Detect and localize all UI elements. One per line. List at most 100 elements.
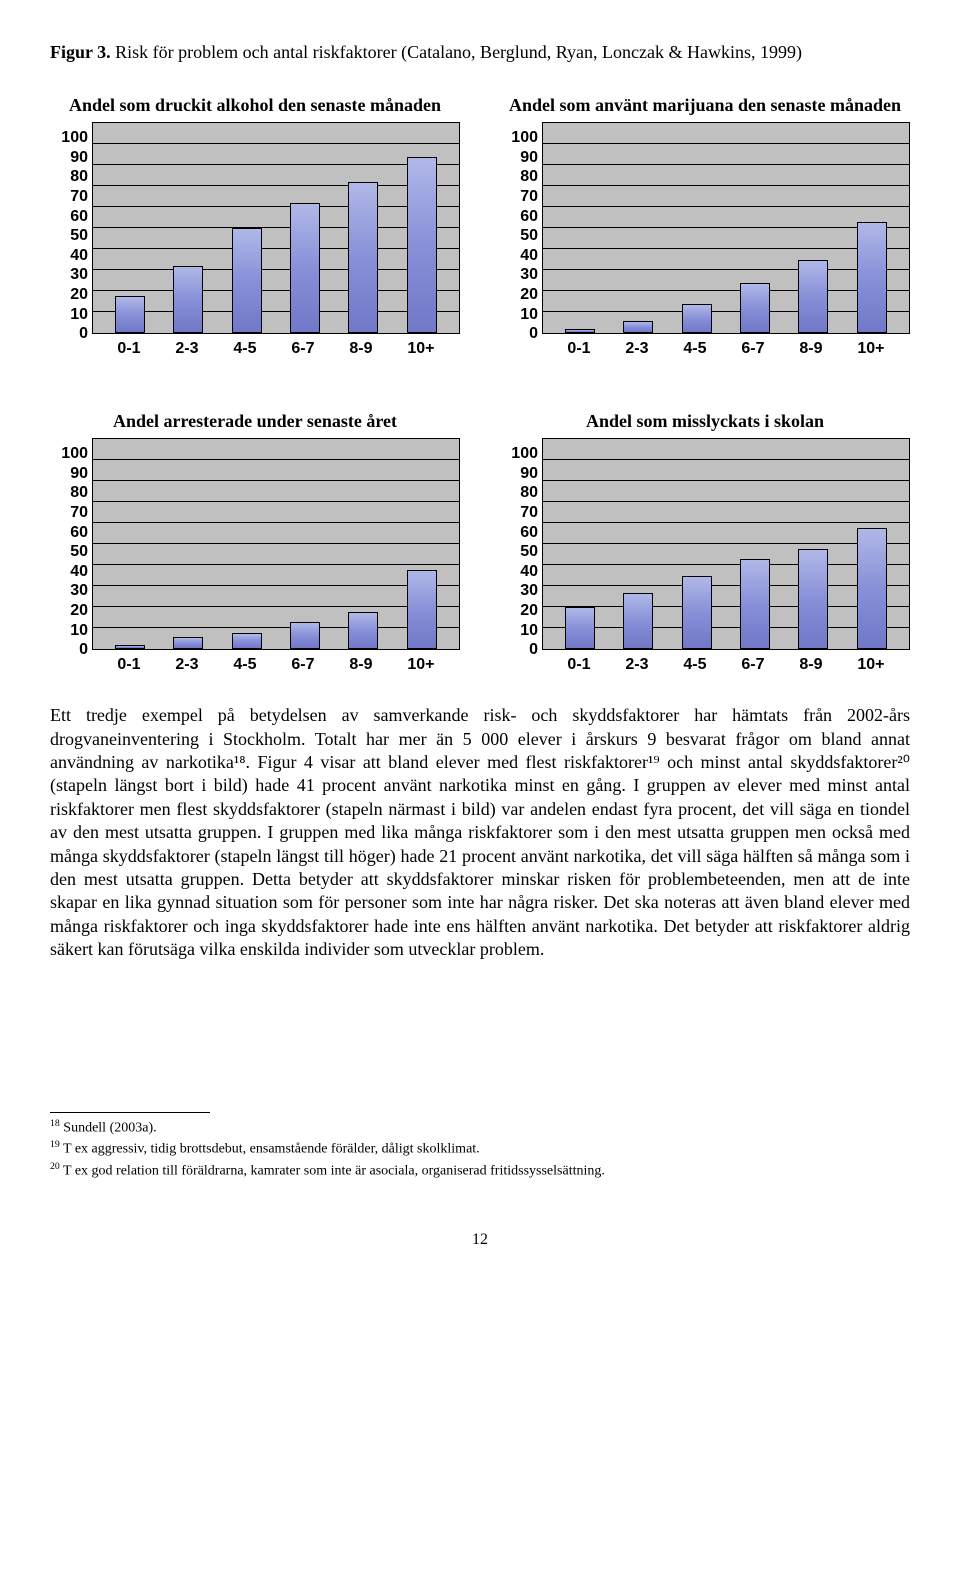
charts-grid: Andel som druckit alkohol den senaste må… [50, 72, 910, 674]
bar [290, 203, 320, 333]
bar [348, 182, 378, 333]
x-tick-label: 6-7 [291, 656, 314, 674]
bar [623, 321, 653, 334]
y-tick-label: 30 [520, 583, 538, 599]
bar [623, 593, 653, 650]
bar [798, 549, 828, 650]
x-tick-label: 4-5 [683, 656, 706, 674]
bar [798, 260, 828, 334]
footnote-rule [50, 1112, 210, 1113]
x-tick-label: 0-1 [567, 656, 590, 674]
x-tick-label: 4-5 [233, 340, 256, 358]
bar [290, 622, 320, 649]
y-tick-label: 0 [79, 326, 88, 342]
y-tick-label: 70 [520, 505, 538, 521]
x-tick-label: 10+ [857, 340, 884, 358]
x-tick-label: 2-3 [175, 340, 198, 358]
x-tick-label: 8-9 [799, 656, 822, 674]
bar [740, 559, 770, 649]
y-tick-label: 10 [70, 623, 88, 639]
x-tick-label: 10+ [407, 340, 434, 358]
page-number: 12 [50, 1231, 910, 1249]
chart-wrap: 1009080706050403020100 [500, 122, 910, 334]
y-tick-label: 40 [520, 248, 538, 264]
footnote-text: Sundell (2003a). [60, 1120, 157, 1135]
x-axis: 0-12-34-56-78-910+ [542, 650, 910, 674]
y-tick-label: 20 [70, 603, 88, 619]
y-tick-label: 30 [70, 267, 88, 283]
y-tick-label: 80 [70, 169, 88, 185]
footnote-number: 20 [50, 1161, 60, 1172]
x-tick-label: 4-5 [683, 340, 706, 358]
footnote: 18 Sundell (2003a). [50, 1117, 910, 1139]
figure-caption: Figur 3. Risk för problem och antal risk… [50, 40, 910, 64]
y-axis: 1009080706050403020100 [50, 122, 92, 334]
x-tick-label: 10+ [407, 656, 434, 674]
y-tick-label: 60 [520, 209, 538, 225]
y-tick-label: 80 [520, 485, 538, 501]
x-tick-label: 0-1 [117, 656, 140, 674]
x-tick-label: 0-1 [567, 340, 590, 358]
x-tick-label: 8-9 [349, 340, 372, 358]
bar [565, 329, 595, 333]
bar [857, 222, 887, 333]
y-tick-label: 30 [70, 583, 88, 599]
y-tick-label: 60 [70, 525, 88, 541]
footnote-text: T ex aggressiv, tidig brottsdebut, ensam… [60, 1142, 480, 1157]
body-text: Ett tredje exempel på betydelsen av samv… [50, 704, 910, 961]
x-axis: 0-1 2-3 4-5 6-7 8-9 10+ [92, 334, 460, 358]
footnote: 19 T ex aggressiv, tidig brottsdebut, en… [50, 1138, 910, 1160]
y-tick-label: 20 [520, 287, 538, 303]
y-tick-label: 20 [520, 603, 538, 619]
footnote-number: 18 [50, 1118, 60, 1129]
bar [857, 528, 887, 650]
bar [682, 576, 712, 650]
y-tick-label: 60 [520, 525, 538, 541]
y-tick-label: 100 [511, 130, 538, 146]
bar [682, 304, 712, 333]
x-tick-label: 0-1 [117, 340, 140, 358]
chart-wrap: 1009080706050403020100 [50, 122, 460, 334]
y-axis: 1009080706050403020100 [500, 438, 542, 650]
bar [407, 570, 437, 650]
footnotes: 18 Sundell (2003a).19 T ex aggressiv, ti… [50, 1117, 910, 1182]
x-tick-label: 6-7 [291, 340, 314, 358]
y-axis: 1009080706050403020100 [500, 122, 542, 334]
bars-container [93, 123, 459, 333]
x-tick-label: 8-9 [349, 656, 372, 674]
x-axis: 0-12-34-56-78-910+ [542, 334, 910, 358]
y-tick-label: 50 [520, 544, 538, 560]
bars-container [93, 439, 459, 649]
x-tick-label: 4-5 [233, 656, 256, 674]
y-tick-label: 40 [520, 564, 538, 580]
bars-container [543, 439, 909, 649]
chart-title: Andel arresterade under senaste året [50, 388, 460, 432]
bar [115, 296, 145, 334]
x-tick-label: 2-3 [175, 656, 198, 674]
y-tick-label: 20 [70, 287, 88, 303]
y-tick-label: 100 [61, 446, 88, 462]
y-tick-label: 10 [520, 623, 538, 639]
plot-area [542, 438, 910, 650]
y-tick-label: 60 [70, 209, 88, 225]
plot-area [542, 122, 910, 334]
y-tick-label: 40 [70, 564, 88, 580]
bar [232, 633, 262, 650]
y-tick-label: 100 [61, 130, 88, 146]
bar [407, 157, 437, 333]
x-tick-label: 8-9 [799, 340, 822, 358]
chart-wrap: 1009080706050403020100 [50, 438, 460, 650]
y-tick-label: 50 [70, 544, 88, 560]
chart-title: Andel som druckit alkohol den senaste må… [50, 72, 460, 116]
y-tick-label: 80 [70, 485, 88, 501]
plot-area [92, 122, 460, 334]
x-tick-label: 2-3 [625, 340, 648, 358]
y-tick-label: 70 [70, 189, 88, 205]
chart-title: Andel som misslyckats i skolan [500, 388, 910, 432]
y-tick-label: 90 [70, 150, 88, 166]
y-axis: 1009080706050403020100 [50, 438, 92, 650]
footnote: 20 T ex god relation till föräldrarna, k… [50, 1160, 910, 1182]
y-tick-label: 70 [520, 189, 538, 205]
footnote-number: 19 [50, 1139, 60, 1150]
chart-2: Andel arresterade under senaste året1009… [50, 388, 460, 674]
